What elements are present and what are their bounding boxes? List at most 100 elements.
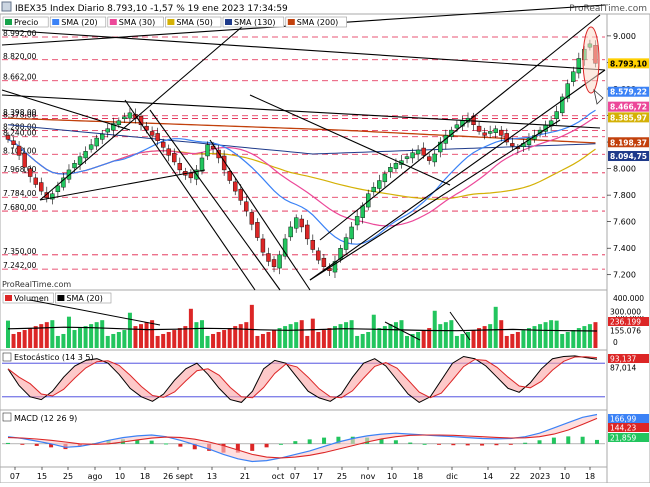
watermark-label: ProRealTime.com bbox=[2, 280, 71, 289]
price-tag bbox=[608, 86, 649, 97]
price-tag-label: 8.793,10 bbox=[610, 59, 647, 68]
legend-text: SMA (130) bbox=[234, 18, 276, 27]
volume-bar bbox=[405, 335, 410, 348]
price-tag bbox=[608, 101, 649, 112]
volume-bar bbox=[377, 328, 382, 348]
volume-bar bbox=[28, 328, 33, 348]
candle bbox=[310, 240, 316, 250]
candle bbox=[571, 71, 576, 82]
candle bbox=[33, 177, 38, 185]
legend-text: SMA (200) bbox=[297, 18, 339, 27]
volume-bar bbox=[427, 328, 432, 348]
volume-bar bbox=[576, 328, 581, 348]
candle bbox=[282, 238, 288, 257]
x-tick-label: 18 bbox=[413, 472, 423, 481]
macd-histogram-bar bbox=[523, 442, 528, 444]
volume-bar bbox=[50, 320, 55, 348]
legend-swatch bbox=[5, 295, 12, 301]
price-tag bbox=[608, 112, 649, 123]
volume-bar bbox=[22, 330, 27, 348]
stochastic-title: Estocástico (14 3 5) bbox=[14, 353, 94, 362]
volume-bar bbox=[321, 330, 326, 348]
highlight-ellipse bbox=[582, 26, 600, 94]
trend-line bbox=[249, 94, 451, 186]
volume-bar bbox=[299, 320, 304, 348]
candle bbox=[177, 163, 183, 171]
macd-histogram-bar bbox=[264, 443, 269, 448]
macd-icon bbox=[2, 412, 12, 422]
volume-bar bbox=[266, 332, 271, 348]
volume-bar bbox=[360, 333, 365, 348]
level-label: 7.242,00 bbox=[3, 261, 37, 270]
volume-bar bbox=[332, 326, 337, 348]
level-label: 8.288,00 bbox=[3, 122, 37, 131]
sma-20-line bbox=[7, 109, 596, 245]
volume-bar bbox=[538, 324, 543, 348]
price-tag-label: 8.466,72 bbox=[610, 103, 647, 112]
candle bbox=[172, 153, 177, 163]
volume-bar bbox=[560, 333, 565, 348]
volume-bar bbox=[227, 328, 232, 348]
macd-histogram-bar bbox=[149, 440, 154, 444]
stochastic-tag-label: 93,137 bbox=[610, 355, 636, 364]
candle bbox=[55, 185, 61, 193]
trend-line bbox=[39, 19, 251, 201]
level-label: 7.350,00 bbox=[3, 247, 37, 256]
volume-bar bbox=[471, 330, 476, 348]
level-label: 8.240,00 bbox=[3, 129, 37, 138]
candle bbox=[27, 168, 33, 177]
candle bbox=[388, 167, 393, 173]
level-label: 7.968,00 bbox=[3, 165, 37, 174]
menu-icon[interactable] bbox=[1, 1, 12, 12]
candle bbox=[499, 129, 504, 136]
trend-line bbox=[1, 89, 131, 131]
candle bbox=[410, 152, 415, 159]
volume-bar bbox=[166, 332, 171, 348]
volume-bar bbox=[587, 324, 592, 348]
candle bbox=[94, 137, 99, 147]
volume-bar bbox=[133, 326, 138, 348]
candle bbox=[77, 156, 83, 165]
volume-bar bbox=[493, 306, 498, 348]
x-tick-label: 22 bbox=[510, 472, 520, 481]
volume-bar bbox=[283, 326, 288, 348]
volume-bar bbox=[244, 322, 249, 348]
macd-histogram-bar bbox=[192, 443, 197, 450]
volume-bar bbox=[66, 316, 71, 348]
y-tick-label: 8.000 bbox=[613, 165, 636, 174]
volume-bar bbox=[565, 332, 570, 348]
x-tick-label: 25 bbox=[337, 472, 347, 481]
volume-bar bbox=[205, 335, 210, 348]
macd-panel bbox=[0, 409, 608, 468]
volume-bar bbox=[89, 324, 94, 348]
stochastic-tag-label: 87,014 bbox=[610, 364, 636, 373]
volume-bar bbox=[55, 335, 60, 348]
candle bbox=[393, 163, 399, 169]
x-tick-label: 15 bbox=[37, 472, 47, 481]
volume-bar bbox=[327, 328, 332, 348]
legend-box bbox=[222, 16, 285, 28]
candle bbox=[332, 261, 338, 273]
volume-bar bbox=[543, 322, 548, 348]
macd-histogram-bar bbox=[393, 440, 398, 444]
brand-label: ProRealTime.com bbox=[569, 4, 647, 14]
candle bbox=[61, 177, 66, 188]
macd-tag-label: 144,23 bbox=[610, 424, 636, 433]
candle bbox=[349, 226, 354, 240]
volume-bar bbox=[11, 333, 16, 348]
candle bbox=[366, 193, 371, 208]
stochastic-tag bbox=[608, 354, 649, 363]
volume-bar bbox=[449, 320, 454, 348]
legend-box bbox=[55, 292, 112, 304]
volume-bar bbox=[371, 314, 376, 348]
price-tag-label: 8.385,97 bbox=[610, 113, 647, 122]
volume-bar bbox=[549, 320, 554, 348]
macd-histogram-bar bbox=[408, 442, 413, 444]
candle bbox=[554, 111, 559, 120]
volume-bar bbox=[72, 330, 77, 348]
stochastic-k-line bbox=[7, 355, 598, 403]
y-tick-label: 7.600 bbox=[613, 218, 636, 227]
legend-swatch bbox=[287, 19, 295, 25]
trend-line bbox=[309, 119, 561, 281]
